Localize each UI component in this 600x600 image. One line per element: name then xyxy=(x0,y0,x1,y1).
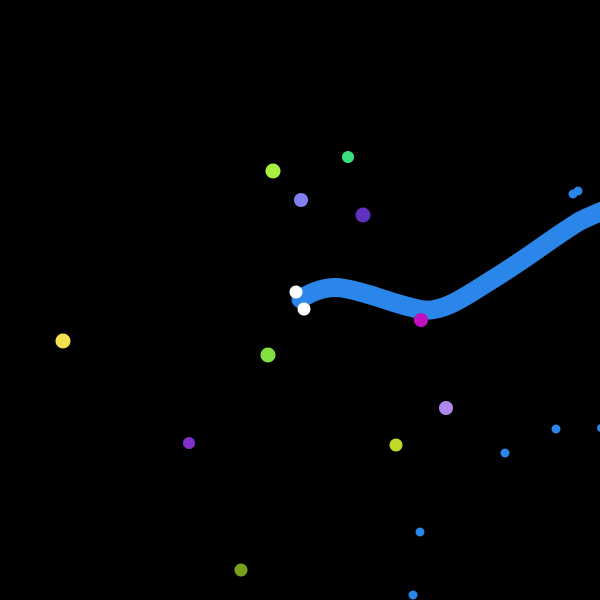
food-pellet xyxy=(183,437,195,449)
snake-eye-icon xyxy=(289,285,303,299)
food-pellet xyxy=(294,193,308,207)
other-snake-segment xyxy=(597,424,600,432)
food-pellet xyxy=(265,163,281,179)
food-pellet xyxy=(414,313,428,327)
snake-eye-icon xyxy=(297,302,311,316)
other-snake-segment xyxy=(551,424,561,434)
other-snake-segment xyxy=(500,448,510,458)
other-snakes-layer xyxy=(408,186,600,600)
other-snake-segment xyxy=(415,527,425,537)
food-pellet xyxy=(355,207,371,223)
food-pellet xyxy=(342,151,354,163)
other-snake-segment xyxy=(573,186,583,196)
food-pellet xyxy=(55,333,71,349)
food-pellet xyxy=(234,563,248,577)
food-pellet xyxy=(439,401,453,415)
food-pellet xyxy=(260,347,276,363)
food-pellet xyxy=(389,438,403,452)
other-snake-segment xyxy=(408,590,418,600)
player-snake-head xyxy=(289,285,311,316)
player-snake-body xyxy=(291,201,600,320)
food-layer xyxy=(55,151,453,577)
